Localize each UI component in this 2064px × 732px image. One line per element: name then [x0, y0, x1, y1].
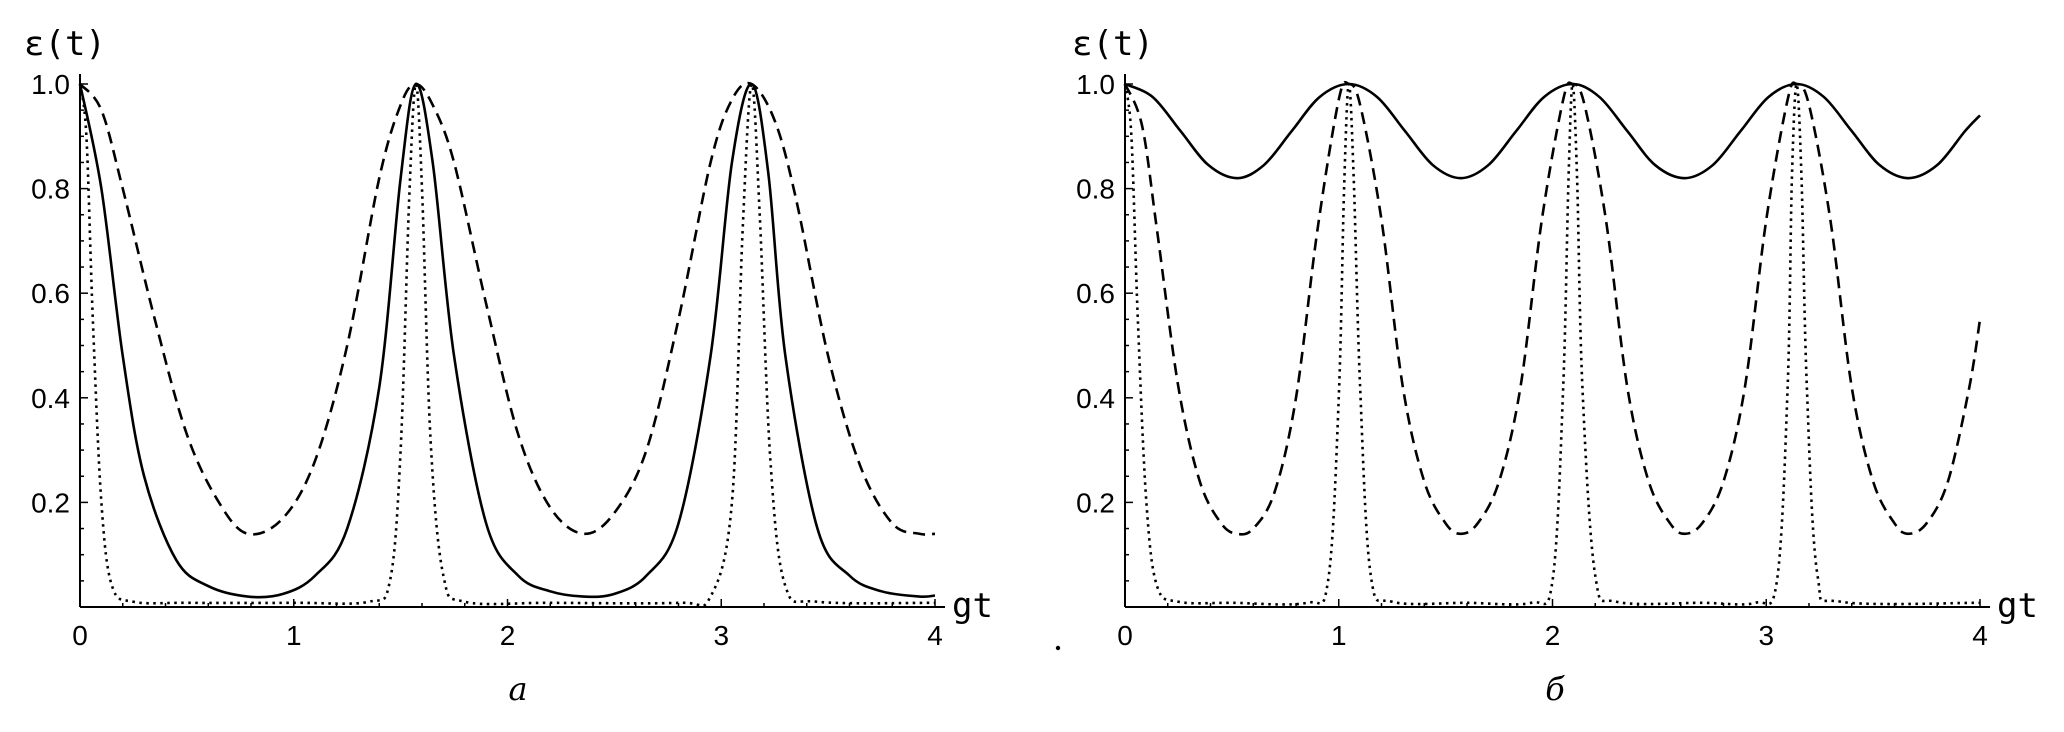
chart1-x-tick-label: 4	[927, 620, 943, 651]
chart2-y-tick-label: 0.4	[1076, 383, 1115, 414]
chart1-series-dashed-line	[78, 81, 936, 536]
chart2-x-tick-label: 2	[1545, 620, 1561, 651]
chart2-y-tick-label: 0.8	[1076, 174, 1115, 205]
chart2-x-tick-label: 3	[1758, 620, 1774, 651]
chart2-x-tick-label: 4	[1972, 620, 1988, 651]
chart1-x-tick-label: 1	[286, 620, 302, 651]
chart1-series-dotted-line	[78, 82, 936, 607]
chart1-x-tick-label: 3	[713, 620, 729, 651]
chart1-x-tick-label: 0	[72, 620, 88, 651]
chart1-x-tick-label: 2	[500, 620, 516, 651]
chart1-y-tick-label: 1.0	[31, 69, 70, 100]
chart2-x-tick-label: 1	[1331, 620, 1347, 651]
chart1-panel-label: a	[508, 670, 527, 708]
chart2-y-tick-label: 0.6	[1076, 278, 1115, 309]
chart1-x-axis-label: gt	[952, 586, 993, 626]
chart1-y-axis-label: ε(t)	[24, 24, 106, 64]
chart1-series-solid-line	[78, 82, 936, 599]
chart2-series-solid-line	[1124, 82, 1981, 180]
chart2-series-dashed-line	[1123, 80, 1982, 536]
chart2-series-dotted-line	[1123, 82, 1981, 606]
chart2-panel-label: б	[1545, 670, 1565, 708]
chart2-x-tick-label: 0	[1117, 620, 1133, 651]
chart1-y-tick-label: 0.2	[31, 487, 70, 518]
separator-dot	[1055, 645, 1061, 651]
chart1-y-tick-label: 0.6	[31, 278, 70, 309]
chart1-y-tick-label: 0.8	[31, 174, 70, 205]
chart2-y-axis-label: ε(t)	[1072, 24, 1154, 64]
chart2-x-axis-label: gt	[1997, 586, 2038, 626]
chart2-y-tick-label: 1.0	[1076, 69, 1115, 100]
chart2-y-tick-label: 0.2	[1076, 487, 1115, 518]
chart1-y-tick-label: 0.4	[31, 383, 70, 414]
